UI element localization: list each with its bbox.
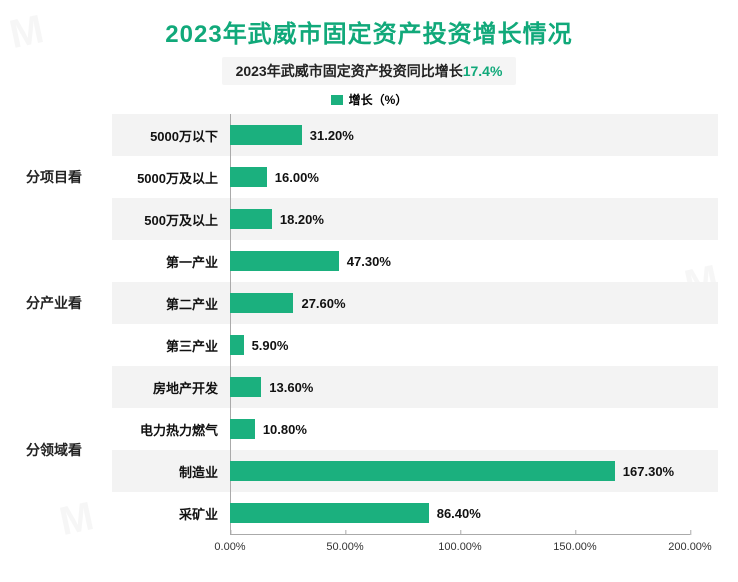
bar-row: 房地产开发 13.60%	[112, 366, 718, 408]
bar-value-label: 27.60%	[301, 296, 345, 311]
bar-area: 13.60%	[230, 366, 718, 408]
bar-area: 16.00%	[230, 156, 718, 198]
bar-area: 27.60%	[230, 282, 718, 324]
bar	[230, 209, 272, 229]
bar-area: 47.30%	[230, 240, 718, 282]
bar-category-label: 第三产业	[112, 336, 230, 355]
bar-category-label: 500万及以上	[112, 210, 230, 229]
bar-value-label: 31.20%	[310, 128, 354, 143]
bar-value-label: 86.40%	[437, 506, 481, 521]
bar-category-label: 5000万以下	[112, 126, 230, 145]
bar-row: 电力热力燃气 10.80%	[112, 408, 718, 450]
bar-area: 10.80%	[230, 408, 718, 450]
bar-row: 第一产业 47.30%	[112, 240, 718, 282]
bar	[230, 167, 267, 187]
bar-row: 第三产业 5.90%	[112, 324, 718, 366]
group-label: 分领域看	[20, 366, 112, 534]
bars-column: 5000万以下 31.20% 5000万及以上 16.00% 500万及以上 18.20%…	[112, 114, 718, 562]
bar-row: 采矿业 86.40%	[112, 492, 718, 534]
bar-value-label: 13.60%	[269, 380, 313, 395]
group-label: 分项目看	[20, 114, 112, 240]
bar-area: 167.30%	[230, 450, 718, 492]
group-label: 分产业看	[20, 240, 112, 366]
bar-value-label: 47.30%	[347, 254, 391, 269]
bar-value-label: 167.30%	[623, 464, 674, 479]
x-axis-tick: 200.00%	[668, 535, 711, 553]
bar-row: 500万及以上 18.20%	[112, 198, 718, 240]
x-axis-tick: 100.00%	[438, 535, 481, 553]
bar	[230, 377, 261, 397]
bar	[230, 461, 615, 481]
bar-category-label: 5000万及以上	[112, 168, 230, 187]
bar	[230, 125, 302, 145]
bar-category-label: 采矿业	[112, 504, 230, 523]
subtitle-prefix: 2023年武威市固定资产投资同比增长	[236, 63, 463, 79]
bar	[230, 419, 255, 439]
bar-category-label: 房地产开发	[112, 378, 230, 397]
bar	[230, 335, 244, 355]
bar-area: 5.90%	[230, 324, 718, 366]
x-axis-tick: 50.00%	[326, 535, 363, 553]
bar-category-label: 第二产业	[112, 294, 230, 313]
plot-area: 5000万以下 31.20% 5000万及以上 16.00% 500万及以上 18.20%…	[112, 114, 718, 534]
bar-row: 第二产业 27.60%	[112, 282, 718, 324]
legend-swatch	[331, 95, 343, 105]
bar-area: 86.40%	[230, 492, 718, 534]
bar-value-label: 16.00%	[275, 170, 319, 185]
bar-category-label: 制造业	[112, 462, 230, 481]
bar	[230, 293, 293, 313]
x-axis-tick: 0.00%	[214, 535, 245, 553]
group-labels-column: 分项目看分产业看分领域看	[20, 114, 112, 562]
chart-container: M M M 2023年武威市固定资产投资增长情况 2023年武威市固定资产投资同…	[0, 0, 738, 582]
bar	[230, 503, 429, 523]
bar-row: 5000万及以上 16.00%	[112, 156, 718, 198]
bar-area: 18.20%	[230, 198, 718, 240]
bar-row: 5000万以下 31.20%	[112, 114, 718, 156]
subtitle-box: 2023年武威市固定资产投资同比增长17.4%	[222, 57, 517, 85]
bar-value-label: 5.90%	[252, 338, 289, 353]
bar-row: 制造业 167.30%	[112, 450, 718, 492]
legend: 增长（%）	[20, 91, 718, 108]
chart-body: 分项目看分产业看分领域看 5000万以下 31.20% 5000万及以上 16.00%…	[20, 114, 718, 562]
bar-category-label: 电力热力燃气	[112, 420, 230, 439]
bar-category-label: 第一产业	[112, 252, 230, 271]
x-axis-tick: 150.00%	[553, 535, 596, 553]
bar-value-label: 18.20%	[280, 212, 324, 227]
bar-value-label: 10.80%	[263, 422, 307, 437]
subtitle-accent: 17.4%	[463, 63, 503, 79]
legend-label: 增长（%）	[349, 93, 408, 107]
bar-area: 31.20%	[230, 114, 718, 156]
bar	[230, 251, 339, 271]
x-axis: 0.00%50.00%100.00%150.00%200.00%	[230, 534, 690, 562]
chart-title: 2023年武威市固定资产投资增长情况	[20, 14, 718, 49]
